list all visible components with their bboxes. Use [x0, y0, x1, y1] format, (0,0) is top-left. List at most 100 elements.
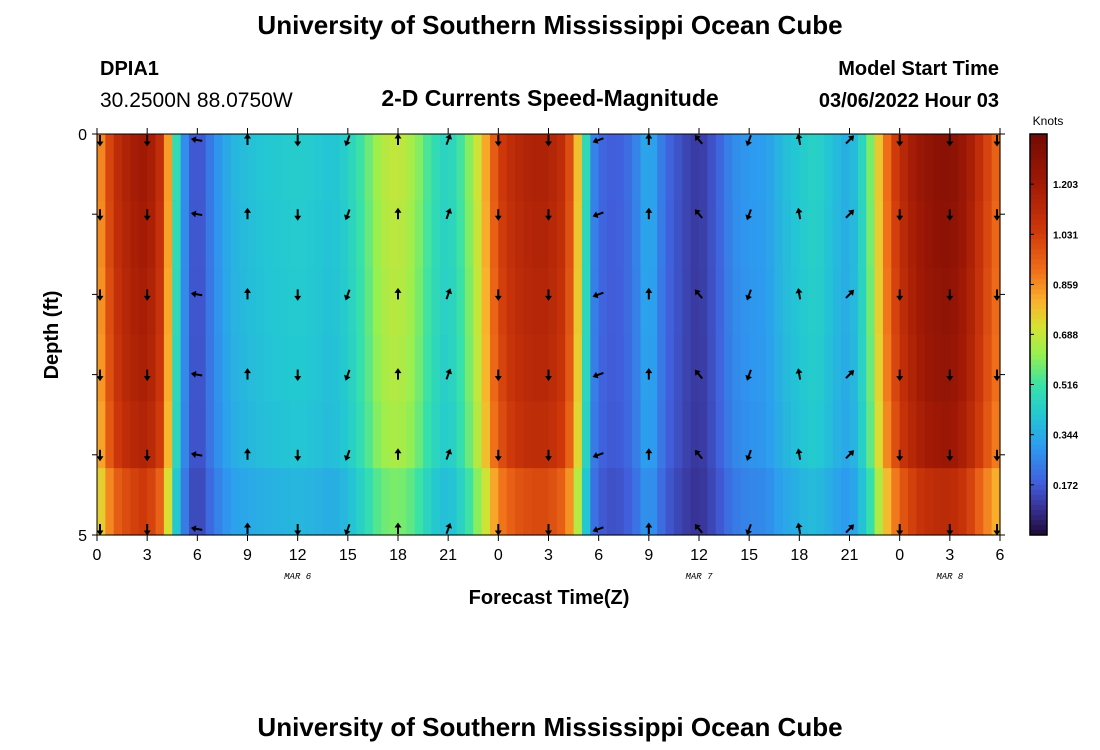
heatmap-cell: [849, 267, 859, 336]
heatmap-cell: [439, 334, 449, 402]
heatmap-cell: [364, 468, 374, 536]
colorbar: 1.203 1.031 0.859 0.688 0.516 0.344 0.172: [1029, 133, 1078, 536]
heatmap-cell: [122, 200, 132, 269]
x-tick-label: 21: [439, 547, 457, 564]
heatmap-cell: [590, 267, 600, 336]
vector-arrow: [946, 135, 954, 147]
heatmap-cell: [180, 468, 190, 536]
heatmap-cell: [515, 468, 525, 536]
heatmap-cell: [832, 134, 842, 202]
heatmap-cell: [347, 267, 357, 336]
heatmap-cell: [832, 200, 842, 269]
colorbar-segment: [1030, 229, 1047, 235]
plot-title: 2-D Currents Speed-Magnitude: [381, 85, 718, 111]
colorbar-segment: [1030, 289, 1047, 295]
vector-arrow: [244, 522, 251, 534]
vector-arrow: [96, 449, 104, 462]
heatmap-cell: [715, 134, 725, 202]
heatmap-cell: [615, 334, 625, 402]
x-tick-label: 3: [544, 547, 553, 564]
heatmap-cell: [782, 267, 792, 336]
heatmap-cell: [899, 267, 909, 336]
colorbar-segment: [1030, 244, 1047, 250]
colorbar-segment: [1030, 459, 1047, 466]
heatmap-cell: [690, 267, 700, 336]
heatmap-cell: [740, 134, 750, 202]
vector-arrow: [745, 523, 752, 536]
heatmap-cell: [331, 267, 341, 336]
heatmap-cell: [163, 267, 173, 336]
colorbar-segment: [1030, 314, 1047, 320]
heatmap-cell: [138, 200, 148, 269]
vector-arrow: [592, 371, 604, 379]
heatmap-cell: [297, 401, 307, 469]
heatmap-cell: [372, 468, 382, 536]
heatmap-cell: [648, 401, 658, 469]
heatmap-cell: [506, 200, 516, 269]
vector-arrow: [545, 449, 552, 462]
heatmap-cell: [732, 334, 742, 402]
vector-arrow: [343, 134, 351, 147]
vector-arrow: [545, 524, 552, 536]
colorbar-segment: [1030, 404, 1047, 411]
heatmap-cell: [322, 134, 332, 202]
heatmap-cell: [841, 468, 851, 536]
vector-arrow: [896, 135, 904, 147]
heatmap-cell: [732, 267, 742, 336]
vector-arrow: [845, 370, 855, 379]
heatmap-cell: [665, 468, 675, 536]
vector-arrow: [394, 448, 402, 460]
vector-arrow: [694, 369, 703, 380]
vector-arrow: [143, 524, 151, 536]
heatmap-cell: [172, 401, 182, 469]
date-label: MAR 6: [284, 572, 312, 582]
vector-arrow: [592, 291, 604, 299]
heatmap-cell: [314, 200, 324, 269]
heatmap-cell: [448, 334, 458, 402]
heatmap-cell: [540, 468, 550, 536]
heatmap-cell: [414, 267, 424, 336]
heatmap-cell: [264, 334, 274, 402]
heatmap-cell: [339, 200, 349, 269]
heatmap-cell: [498, 334, 508, 402]
heatmap-cell: [506, 334, 516, 402]
heatmap-cell: [556, 200, 566, 269]
heatmap-cell: [163, 134, 173, 202]
x-tick-label: 21: [841, 547, 859, 564]
heatmap-cell: [623, 134, 633, 202]
colorbar-segment: [1030, 524, 1047, 531]
heatmap-cell: [740, 200, 750, 269]
heatmap-cell: [598, 468, 608, 536]
heatmap-cell: [280, 401, 290, 469]
colorbar-tick-label: 0.516: [1053, 381, 1078, 392]
heatmap-cell: [314, 468, 324, 536]
main-title: University of Southern Mississippi Ocean…: [257, 10, 842, 40]
vector-arrow: [795, 448, 803, 460]
heatmap-cell: [966, 401, 976, 469]
heatmap-cell: [515, 401, 525, 469]
heatmap-cell: [790, 134, 800, 202]
vector-arrow: [445, 522, 453, 535]
heatmap-cell: [983, 267, 993, 336]
x-tick-label: 9: [644, 547, 653, 564]
heatmap-cell: [322, 401, 332, 469]
heatmap-cell: [147, 334, 157, 402]
vector-arrow: [294, 289, 302, 301]
heatmap-cell: [665, 334, 675, 402]
heatmap-cell: [364, 401, 374, 469]
heatmap-cell: [782, 200, 792, 269]
heatmap-cell: [632, 334, 642, 402]
vector-arrow: [190, 210, 203, 218]
vector-arrow: [845, 450, 855, 460]
heatmap-cell: [916, 401, 926, 469]
heatmap-cell: [498, 401, 508, 469]
colorbar-segment: [1030, 399, 1047, 406]
heatmap-cell: [540, 267, 550, 336]
heatmap-cell: [456, 267, 466, 336]
heatmap-cell: [356, 267, 366, 336]
vector-arrow: [694, 289, 703, 299]
heatmap-cell: [523, 401, 533, 469]
heatmap-cell: [431, 200, 441, 269]
heatmap-cell: [481, 468, 491, 536]
colorbar-segment: [1030, 264, 1047, 270]
